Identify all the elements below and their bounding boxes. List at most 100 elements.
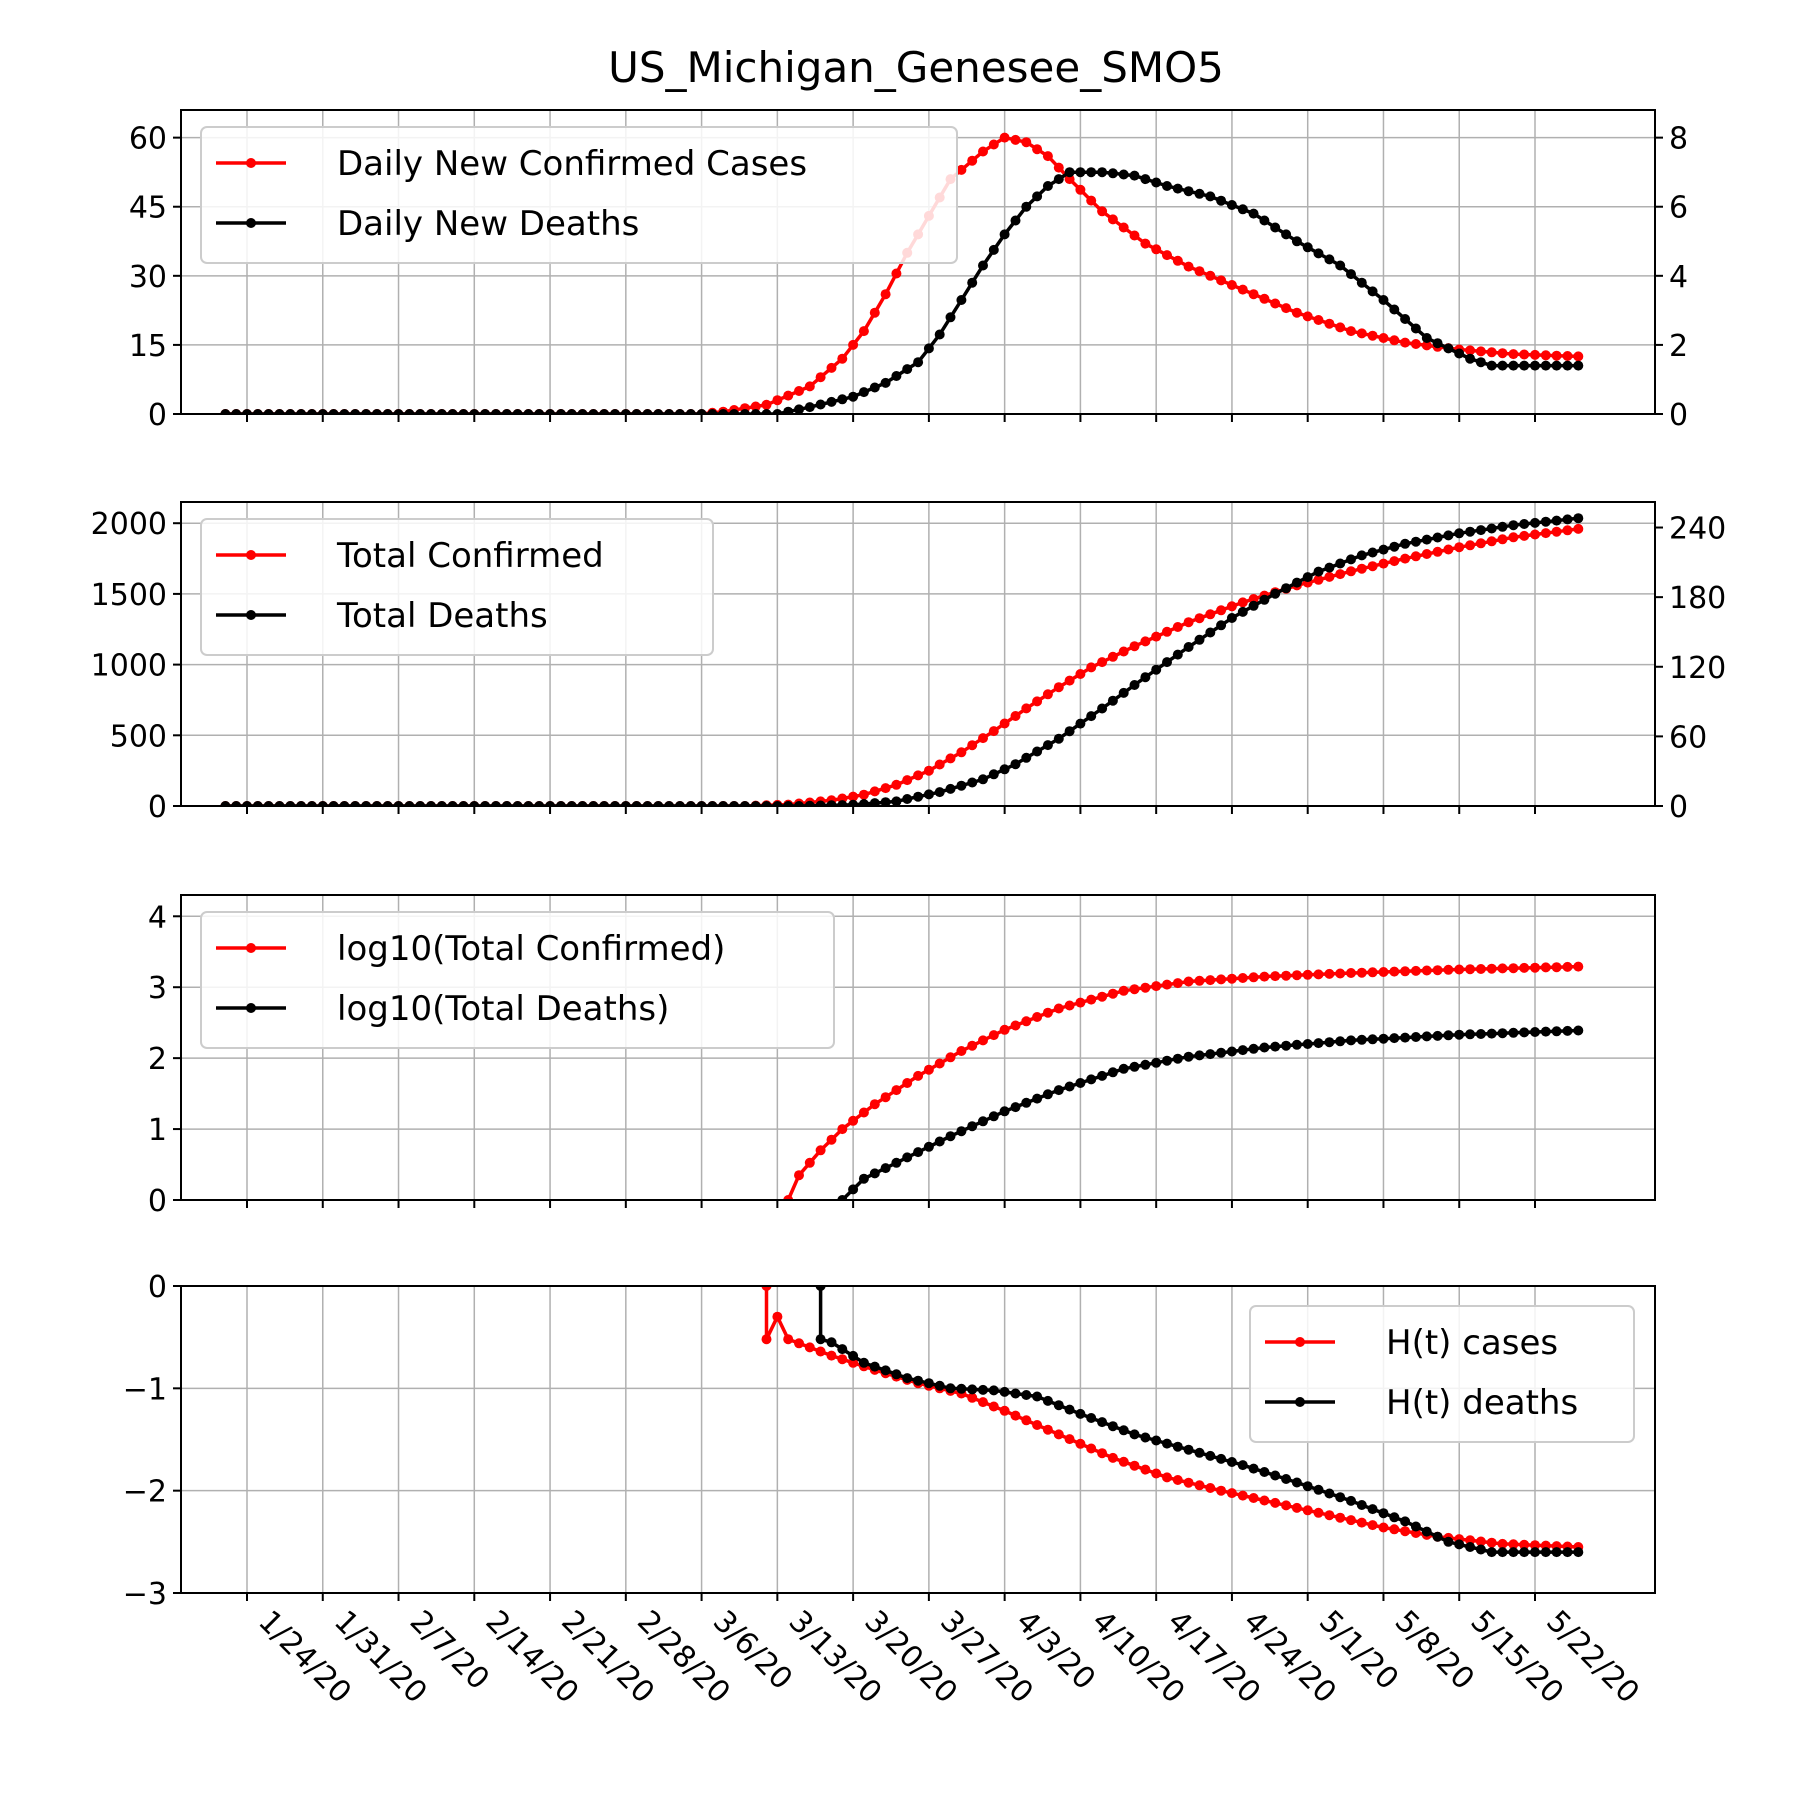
data-point — [1400, 1526, 1411, 1537]
data-point — [1400, 1516, 1411, 1527]
data-point — [1389, 556, 1400, 567]
data-point — [512, 409, 523, 414]
data-point — [588, 801, 599, 806]
data-point — [934, 1136, 945, 1147]
data-point — [1367, 286, 1378, 297]
data-point — [1053, 733, 1064, 744]
data-point — [1389, 335, 1400, 346]
data-point — [1172, 183, 1183, 194]
data-point — [988, 244, 999, 255]
data-point — [1573, 1025, 1584, 1036]
data-point — [707, 409, 718, 414]
data-point — [436, 409, 447, 414]
data-point — [891, 268, 902, 279]
data-point — [1042, 1089, 1053, 1100]
data-point — [1432, 1531, 1443, 1542]
data-point — [826, 1134, 837, 1145]
data-point — [815, 1145, 826, 1156]
data-point — [1367, 1034, 1378, 1045]
data-point — [1140, 1432, 1151, 1443]
data-point — [1551, 350, 1562, 361]
data-point — [1118, 169, 1129, 180]
data-point — [296, 409, 307, 414]
data-point — [1194, 1480, 1205, 1491]
data-point — [1389, 541, 1400, 552]
data-point — [804, 800, 815, 806]
data-point — [490, 409, 501, 414]
data-point — [1313, 1038, 1324, 1049]
data-point — [231, 801, 242, 806]
data-point — [1259, 1467, 1270, 1477]
data-point — [1475, 964, 1486, 974]
data-point — [1389, 1033, 1400, 1044]
data-point — [1475, 538, 1486, 549]
data-point — [328, 801, 339, 806]
data-point — [534, 801, 545, 806]
data-point — [252, 409, 263, 414]
data-point — [1475, 357, 1486, 368]
data-point — [1530, 360, 1540, 371]
data-point — [1530, 1540, 1540, 1551]
data-point — [1540, 1547, 1551, 1558]
ytick-label-right: 240 — [1669, 512, 1726, 547]
data-point — [1443, 544, 1454, 555]
data-point — [913, 1375, 924, 1386]
data-point — [988, 1030, 999, 1041]
data-point — [880, 377, 891, 388]
data-point — [837, 353, 848, 364]
data-point — [1421, 534, 1432, 545]
data-point — [1270, 1041, 1281, 1052]
data-point — [978, 1397, 988, 1408]
data-point — [869, 1168, 880, 1179]
data-point — [263, 409, 274, 414]
data-point — [1118, 1456, 1129, 1467]
data-point — [1454, 964, 1465, 975]
data-point — [1086, 1443, 1097, 1454]
data-point — [837, 1344, 848, 1355]
data-point — [231, 409, 242, 414]
data-point — [1486, 347, 1497, 358]
ytick-label: −2 — [123, 1475, 167, 1510]
data-point — [1508, 963, 1519, 974]
xticks-daily — [246, 414, 1536, 422]
data-point — [1378, 967, 1389, 977]
data-point — [1421, 340, 1432, 351]
data-point — [739, 409, 750, 414]
data-point — [1021, 1097, 1032, 1108]
data-point — [1432, 965, 1443, 976]
data-point — [1367, 330, 1378, 341]
data-point — [1032, 1012, 1043, 1022]
data-point — [783, 406, 794, 414]
data-point — [804, 381, 815, 392]
data-point — [913, 1070, 924, 1081]
data-point — [1151, 244, 1162, 255]
data-point — [393, 801, 404, 806]
data-point — [1237, 597, 1248, 608]
data-point — [1205, 627, 1216, 638]
data-point — [263, 801, 274, 806]
data-point — [1194, 188, 1205, 199]
data-point — [1032, 1093, 1043, 1104]
data-point — [339, 801, 350, 806]
panel-daily: 0 15 30 45 60 0 2 4 6 8 Daily New Confirmed Case… — [129, 109, 1688, 433]
ytick-label: 60 — [129, 122, 167, 157]
data-point — [404, 409, 415, 414]
data-point — [1281, 970, 1292, 981]
data-point — [913, 770, 924, 781]
data-point — [1367, 1504, 1378, 1515]
data-point — [1281, 229, 1292, 240]
data-point — [1508, 349, 1519, 360]
data-point — [1573, 961, 1584, 972]
legend-log: log10(Total Confirmed) log10(Total Deaths… — [200, 911, 835, 1049]
axes-frame-daily — [180, 109, 1656, 415]
data-point — [826, 396, 837, 407]
xticks-total — [246, 806, 1536, 814]
data-point — [1151, 1057, 1162, 1068]
data-point — [1324, 571, 1335, 582]
data-point — [1540, 350, 1551, 361]
data-point — [815, 800, 826, 806]
data-point — [1216, 195, 1227, 206]
data-point — [1226, 200, 1237, 210]
data-point — [599, 409, 610, 414]
data-point — [967, 277, 978, 288]
